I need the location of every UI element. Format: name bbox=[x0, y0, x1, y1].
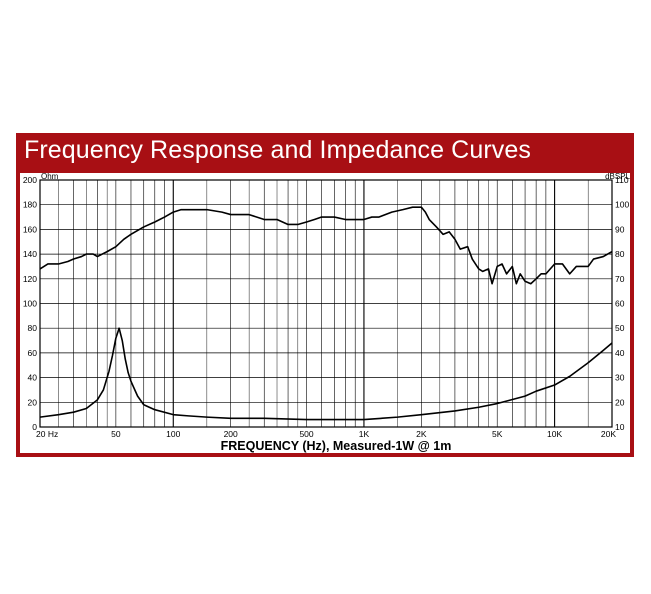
chart-panel: 0 20 40 60 80 100 120 140 160 180 200 10 20 30 40 50 60 7… bbox=[20, 173, 630, 453]
y-left-tick-label: 20 bbox=[28, 397, 38, 407]
series-lines bbox=[39, 206, 613, 421]
y-left-tick-label: 100 bbox=[23, 299, 37, 309]
y-right-tick-label: 100 bbox=[615, 200, 629, 210]
y-left-tick-label: 80 bbox=[28, 323, 38, 333]
x-tick-label: 20 Hz bbox=[36, 429, 58, 439]
y-left-tick-label: 180 bbox=[23, 200, 37, 210]
y-right-tick-label: 20 bbox=[615, 397, 625, 407]
y-left-tick-label: 60 bbox=[28, 348, 38, 358]
impedance-line bbox=[39, 327, 613, 421]
x-tick-label: 100 bbox=[166, 429, 180, 439]
y-right-tick-label: 60 bbox=[615, 299, 625, 309]
y-right-tick-label: 30 bbox=[615, 373, 625, 383]
x-tick-label: 1K bbox=[359, 429, 370, 439]
y-left-tick-label: 160 bbox=[23, 224, 37, 234]
plot-border bbox=[39, 179, 613, 428]
x-tick-label: 2K bbox=[416, 429, 427, 439]
chart-frame: Frequency Response and Impedance Curves … bbox=[16, 133, 634, 457]
x-axis-label: FREQUENCY (Hz), Measured-1W @ 1m bbox=[221, 439, 452, 453]
y-left-tick-label: 140 bbox=[23, 249, 37, 259]
y-right-tick-label: 50 bbox=[615, 323, 625, 333]
x-tick-label: 5K bbox=[492, 429, 503, 439]
y-right-tick-label: 40 bbox=[615, 348, 625, 358]
tick-labels: 0 20 40 60 80 100 120 140 160 180 200 10 20 30 40 50 60 7… bbox=[23, 175, 630, 439]
frequency-response-line bbox=[39, 206, 613, 285]
y-axis-right-label: dBSPL bbox=[605, 173, 630, 181]
x-tick-label: 50 bbox=[111, 429, 121, 439]
y-right-tick-label: 70 bbox=[615, 274, 625, 284]
y-left-tick-label: 40 bbox=[28, 373, 38, 383]
chart-title: Frequency Response and Impedance Curves bbox=[24, 136, 531, 164]
y-right-tick-label: 110 bbox=[615, 175, 629, 185]
chart-svg: 0 20 40 60 80 100 120 140 160 180 200 10 20 30 40 50 60 7… bbox=[23, 173, 630, 453]
x-tick-label: 10K bbox=[547, 429, 562, 439]
x-tick-label: 20K bbox=[601, 429, 616, 439]
x-tick-label: 200 bbox=[224, 429, 238, 439]
y-right-tick-label: 90 bbox=[615, 224, 625, 234]
y-right-tick-label: 80 bbox=[615, 249, 625, 259]
y-left-tick-label: 200 bbox=[23, 175, 37, 185]
y-left-tick-label: 0 bbox=[32, 422, 37, 432]
y-right-tick-label: 10 bbox=[615, 422, 625, 432]
y-left-tick-label: 120 bbox=[23, 274, 37, 284]
y-axis-left-label: Ohm bbox=[41, 173, 59, 181]
x-tick-label: 500 bbox=[299, 429, 313, 439]
